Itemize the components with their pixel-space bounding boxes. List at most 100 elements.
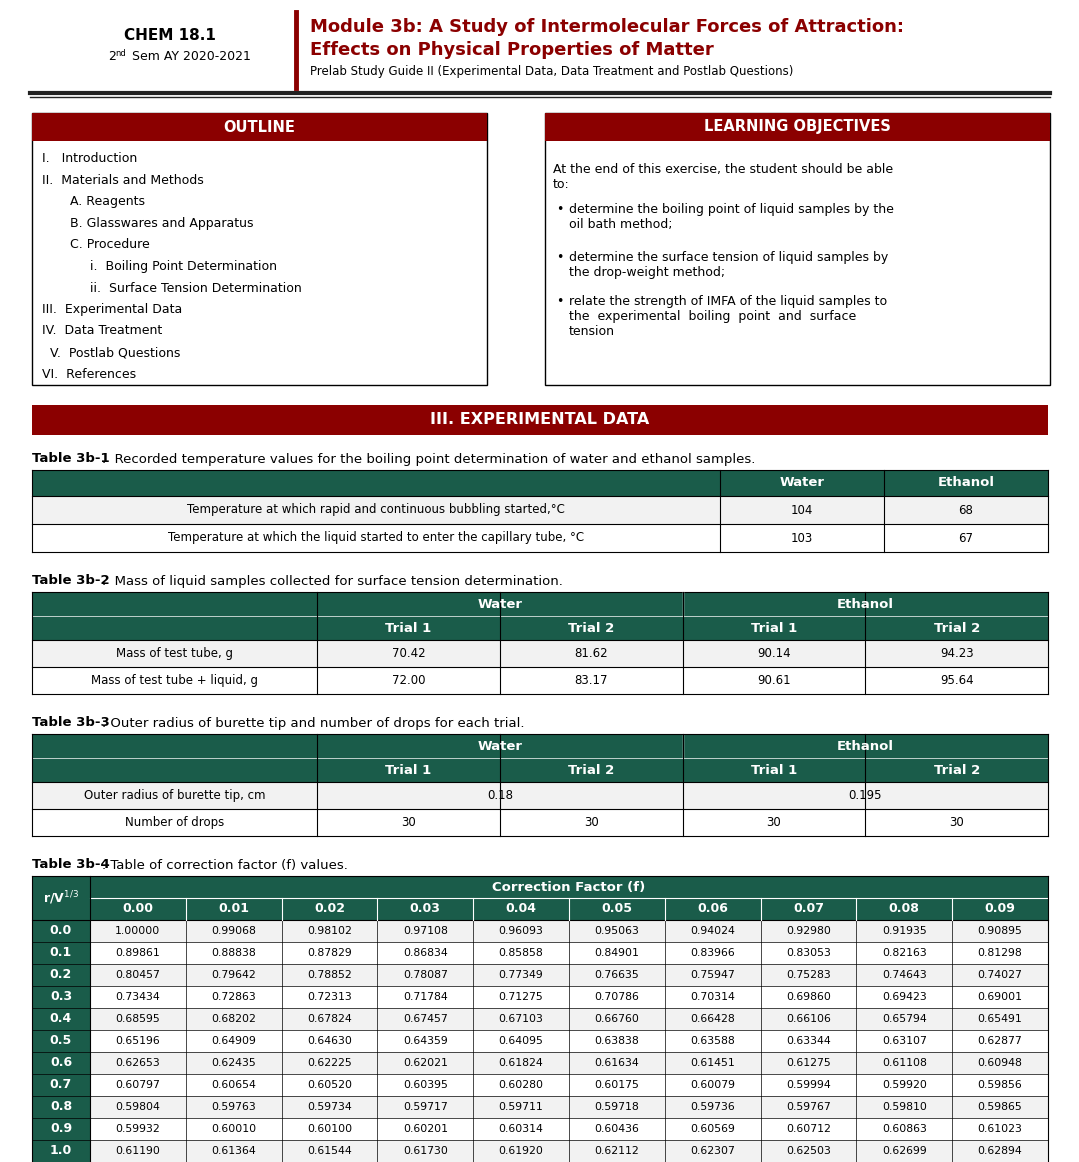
Text: 0.98102: 0.98102 [308,926,352,937]
Text: 0.60395: 0.60395 [402,1079,448,1090]
Text: 0.71784: 0.71784 [402,992,448,1002]
Text: 0.59718: 0.59718 [595,1102,639,1112]
Text: 2: 2 [108,50,115,64]
Text: 0.77349: 0.77349 [498,970,544,980]
Text: 0.06: 0.06 [697,903,728,916]
Text: 0.59856: 0.59856 [978,1079,1023,1090]
Text: 0.62435: 0.62435 [211,1057,256,1068]
Text: 0.70786: 0.70786 [595,992,640,1002]
Text: 0.95063: 0.95063 [595,926,640,937]
Text: 0.09: 0.09 [985,903,1015,916]
Text: 0.60079: 0.60079 [691,1079,735,1090]
Text: 0.91935: 0.91935 [882,926,927,937]
Text: . Outer radius of burette tip and number of drops for each trial.: . Outer radius of burette tip and number… [103,717,524,730]
Text: 0.79642: 0.79642 [211,970,256,980]
Text: Module 3b: A Study of Intermolecular Forces of Attraction:: Module 3b: A Study of Intermolecular For… [310,17,904,36]
Bar [32,920,90,942]
Text: 0.59717: 0.59717 [402,1102,448,1112]
Text: Trial 2: Trial 2 [933,622,980,634]
Text: 0.63107: 0.63107 [882,1037,927,1046]
Bar [32,809,1048,835]
Text: Ethanol: Ethanol [938,476,995,489]
Text: 0.4: 0.4 [50,1012,72,1026]
Text: 0.59763: 0.59763 [211,1102,256,1112]
Bar [32,1096,90,1118]
Text: 0.9: 0.9 [50,1122,72,1135]
Text: 70.42: 70.42 [392,647,425,660]
Text: 0.75283: 0.75283 [787,970,831,980]
Text: determine the boiling point of liquid samples by the
oil bath method;: determine the boiling point of liquid sa… [569,203,893,231]
Text: 0.82163: 0.82163 [882,948,927,957]
Text: 0.69423: 0.69423 [882,992,927,1002]
Text: 1.0: 1.0 [50,1145,72,1157]
Text: LEARNING OBJECTIVES: LEARNING OBJECTIVES [705,120,891,135]
Text: .  Mass of liquid samples collected for surface tension determination.: . Mass of liquid samples collected for s… [103,574,563,588]
Bar [32,1074,90,1096]
Text: 0.89861: 0.89861 [115,948,161,957]
Text: 0.87829: 0.87829 [308,948,352,957]
Text: •: • [556,251,563,264]
Text: 0.61544: 0.61544 [308,1146,352,1156]
Text: Trial 1: Trial 1 [385,622,432,634]
Text: 0.60436: 0.60436 [595,1124,640,1134]
Text: 0.78087: 0.78087 [402,970,448,980]
Text: II.  Materials and Methods: II. Materials and Methods [42,174,204,187]
Text: 83.17: 83.17 [574,674,607,687]
Text: 0.64359: 0.64359 [402,1037,448,1046]
Bar [32,1118,1048,1140]
Text: 0.60201: 0.60201 [402,1124,448,1134]
Text: .  Recorded temperature values for the boiling point determination of water and : . Recorded temperature values for the bo… [103,452,755,466]
Text: Temperature at which the liquid started to enter the capillary tube, °C: Temperature at which the liquid started … [168,531,584,545]
Text: Trial 2: Trial 2 [568,763,614,776]
Text: Trial 2: Trial 2 [933,763,980,776]
Text: 0.64909: 0.64909 [211,1037,256,1046]
Text: 0.60569: 0.60569 [691,1124,735,1134]
Bar [32,591,1048,616]
Text: 0.59734: 0.59734 [308,1102,352,1112]
Bar [32,1074,1048,1096]
Text: 0.60175: 0.60175 [595,1079,640,1090]
Text: 0.60797: 0.60797 [115,1079,161,1090]
Text: 0.66760: 0.66760 [595,1014,640,1024]
Text: Trial 1: Trial 1 [751,763,797,776]
Text: 0.59736: 0.59736 [691,1102,735,1112]
Text: 0.63838: 0.63838 [595,1037,639,1046]
Text: 0.59920: 0.59920 [882,1079,927,1090]
Text: VI.  References: VI. References [42,367,136,380]
Bar [32,987,1048,1007]
Text: OUTLINE: OUTLINE [223,120,296,135]
Text: 30: 30 [401,816,415,829]
Bar [32,113,487,141]
Bar [545,113,1050,141]
Text: nd: nd [115,50,126,58]
Bar [32,942,1048,964]
Text: 0.61824: 0.61824 [498,1057,544,1068]
Text: 0.59994: 0.59994 [787,1079,831,1090]
Text: 0.60948: 0.60948 [978,1057,1023,1068]
Text: 0.60712: 0.60712 [787,1124,831,1134]
Text: 0.68595: 0.68595 [115,1014,161,1024]
Text: 0.62894: 0.62894 [978,1146,1023,1156]
Text: 0.60863: 0.60863 [882,1124,927,1134]
Bar [32,1140,1048,1162]
Text: 0.69001: 0.69001 [978,992,1023,1002]
Bar [32,616,1048,640]
Text: 0.96093: 0.96093 [498,926,544,937]
Bar [32,964,1048,987]
Text: 81.62: 81.62 [574,647,607,660]
Text: At the end of this exercise, the student should be able
to:: At the end of this exercise, the student… [554,163,893,191]
Bar [545,113,1050,385]
Text: 0.60010: 0.60010 [211,1124,257,1134]
Text: Sem AY 2020-2021: Sem AY 2020-2021 [128,50,251,64]
Text: 0.2: 0.2 [50,968,72,982]
Text: 0.71275: 0.71275 [498,992,544,1002]
Text: 68: 68 [958,503,973,516]
Bar [32,942,90,964]
Text: 0.61634: 0.61634 [595,1057,639,1068]
Text: 0.62877: 0.62877 [978,1037,1023,1046]
Text: 0.69860: 0.69860 [787,992,831,1002]
Text: 0.61275: 0.61275 [787,1057,831,1068]
Text: 30: 30 [584,816,599,829]
Bar [32,987,90,1007]
Text: 0.62225: 0.62225 [308,1057,352,1068]
